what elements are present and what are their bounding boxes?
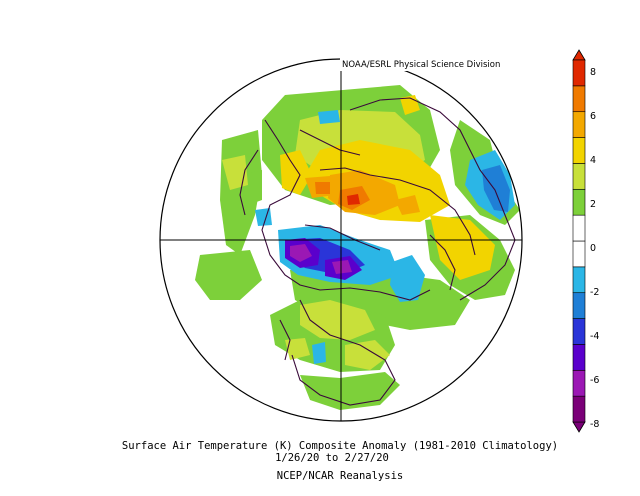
colorbar-bottom-arrow: [572, 421, 586, 433]
colorbar-tick-label: -6: [590, 375, 600, 386]
colorbar-segment: [572, 318, 586, 345]
colorbar-segment: [572, 59, 586, 87]
colorbar-segment: [572, 240, 586, 268]
colorbar-segment: [572, 266, 586, 294]
map-title: Surface Air Temperature (K) Composite An…: [121, 440, 559, 452]
colorbar-segment: [572, 137, 586, 164]
colorbar-segment: [572, 188, 586, 216]
map-dates: 1/26/20 to 2/27/20: [275, 452, 389, 464]
colorbar-tick-label: 6: [590, 111, 597, 122]
colorbar-segment: [572, 395, 586, 423]
credit-label: NOAA/ESRL Physical Science Division: [342, 60, 501, 70]
colorbar: [572, 49, 586, 433]
colorbar-segment: [572, 163, 586, 190]
colorbar-tick-label: 2: [590, 199, 597, 210]
colorbar-tick-label: 4: [590, 155, 597, 166]
colorbar-segment: [572, 214, 586, 242]
colorbar-tick-label: 0: [590, 243, 597, 254]
anomaly-field: [195, 85, 520, 410]
colorbar-segment: [572, 292, 586, 319]
colorbar-tick-label: -2: [590, 287, 600, 298]
coastlines: [239, 97, 516, 406]
credit-bg: [340, 58, 522, 71]
colorbar-top-arrow: [572, 49, 586, 61]
colorbar-tick-label: 8: [590, 67, 597, 78]
colorbar-tick-label: -8: [590, 419, 600, 430]
colorbar-segment: [572, 344, 586, 371]
colorbar-segment: [572, 85, 586, 113]
colorbar-tick-label: -4: [590, 331, 600, 342]
colorbar-segment: [572, 369, 586, 397]
colorbar-segment: [572, 111, 586, 138]
map-source: NCEP/NCAR Reanalysis: [276, 470, 404, 482]
